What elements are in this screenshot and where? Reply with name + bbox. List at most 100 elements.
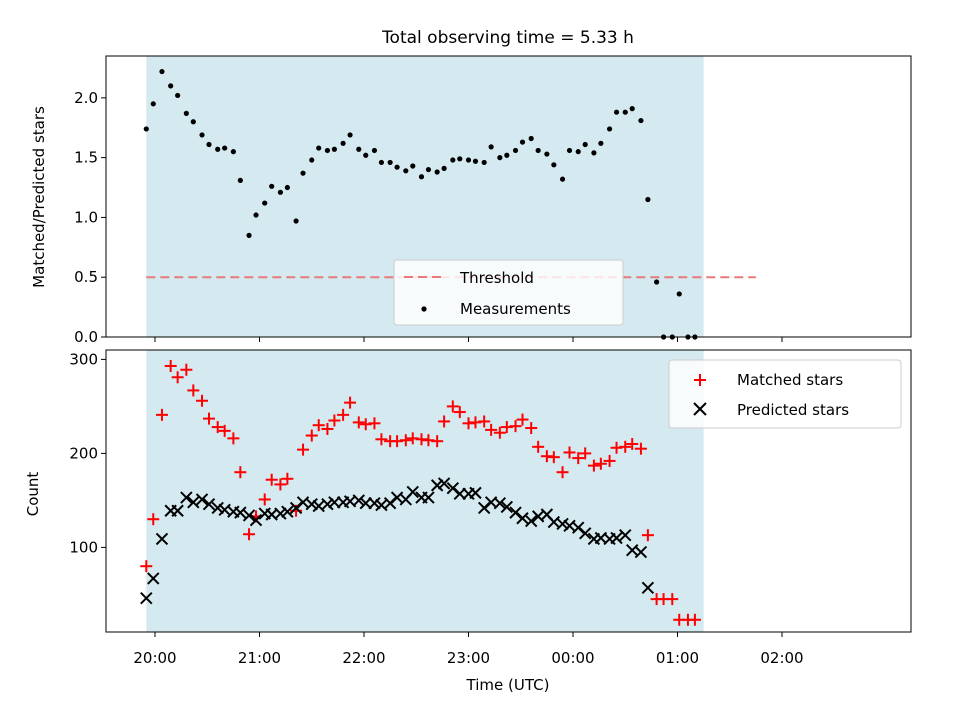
bottom-y-ticks: 100 200 300: [69, 350, 106, 556]
predicted-star-point: [469, 486, 482, 500]
measurement-point: [403, 168, 409, 174]
count-points: [140, 359, 701, 626]
predicted-star-point: [321, 497, 334, 511]
predicted-star-point: [524, 514, 538, 528]
measurement-point: [457, 156, 463, 162]
predicted-star-point: [406, 485, 419, 499]
bottom-observing-window: [146, 350, 704, 632]
predicted-star-point: [493, 497, 507, 510]
measurement-point: [551, 162, 557, 168]
predicted-star-point: [195, 493, 209, 506]
chart-title: Total observing time = 5.33 h: [381, 28, 634, 48]
matched-star-point: [243, 528, 256, 541]
predicted-star-point: [422, 491, 435, 504]
y-tick-label: 2.0: [74, 89, 98, 107]
matched-star-point: [516, 413, 529, 426]
top-legend: Threshold Measurements: [393, 259, 624, 326]
y-tick-label: 1.0: [74, 208, 98, 226]
matched-star-point: [579, 447, 592, 460]
matched-star-point: [328, 414, 341, 427]
top-y-axis-label: Matched/Predicted stars: [30, 106, 48, 288]
matched-star-point: [164, 359, 177, 372]
predicted-star-point: [281, 505, 294, 518]
matched-star-point: [234, 466, 247, 479]
predicted-star-point: [180, 491, 193, 504]
predicted-star-point: [437, 477, 451, 490]
measurement-point: [441, 165, 447, 171]
predicted-star-point: [516, 512, 529, 525]
matched-star-point: [493, 426, 506, 439]
predicted-star-point: [187, 496, 200, 509]
matched-star-point: [312, 419, 325, 432]
measurement-point: [598, 140, 604, 146]
matched-star-point: [399, 434, 412, 447]
measurement-point: [676, 291, 682, 297]
y-tick-label: 300: [69, 350, 98, 368]
measurement-point: [277, 189, 283, 195]
y-tick-label: 200: [69, 444, 98, 462]
measurement-point: [425, 166, 432, 173]
measurement-point: [387, 159, 393, 166]
measurement-points: [143, 68, 698, 340]
measurement-point: [559, 176, 566, 182]
x-axis-label: Time (UTC): [466, 676, 550, 694]
measurement-point: [591, 150, 597, 156]
top-y-ticks: 0.0 0.5 1.0 1.5 2.0: [74, 89, 106, 346]
measurement-point: [246, 232, 252, 238]
matched-star-point: [688, 613, 701, 626]
measurement-point: [450, 157, 456, 163]
predicted-star-point: [234, 506, 247, 519]
top-legend-box: [393, 259, 624, 326]
matched-star-point: [352, 416, 365, 429]
x-tick-label: 01:00: [656, 649, 699, 667]
measurement-point: [183, 110, 189, 116]
measurement-point: [190, 119, 196, 125]
matched-star-point: [666, 593, 679, 606]
matched-star-point: [196, 394, 209, 407]
top-panel: 0.00.51.01.52.0 Matched/Predicted stars …: [30, 55, 912, 346]
matched-star-point: [155, 408, 168, 421]
bottom-x-ticks: 20:00 21:00 22:00 23:00 00:00 01:00 02:00: [133, 632, 804, 667]
x-tick-label: 20:00: [133, 649, 176, 667]
bottom-legend-box: [668, 359, 902, 429]
measurement-point: [143, 126, 149, 132]
measurement-point: [159, 68, 165, 75]
predicted-star-point: [368, 497, 381, 510]
matched-star-point: [509, 420, 522, 433]
x-tick-label: 21:00: [238, 649, 281, 667]
matched-star-point: [344, 396, 357, 409]
measurement-point: [316, 145, 322, 151]
predicted-star-point: [249, 513, 263, 527]
predicted-star-point: [274, 507, 287, 520]
legend-measurements-label: Measurements: [460, 300, 571, 318]
measurement-point: [253, 212, 259, 218]
matched-star-point: [211, 421, 224, 434]
matched-star-point: [297, 443, 310, 456]
y-tick-label: 0.0: [74, 328, 98, 346]
measurement-point: [582, 141, 588, 148]
matched-star-point: [305, 429, 318, 442]
predicted-star-point: [155, 532, 169, 546]
legend-measurements-swatch: [421, 306, 427, 312]
measurement-point: [371, 147, 378, 154]
measurement-point: [356, 146, 362, 152]
measurement-point: [237, 177, 243, 183]
measurement-point: [418, 174, 425, 180]
matched-star-point: [431, 435, 444, 448]
matched-star-point: [258, 493, 271, 506]
matched-star-point: [180, 363, 193, 376]
predicted-star-point: [430, 479, 444, 492]
predicted-star-point: [641, 581, 655, 595]
measurement-point: [613, 109, 620, 115]
x-tick-label: 02:00: [760, 649, 803, 667]
predicted-star-point: [352, 494, 365, 507]
y-tick-label: 1.5: [74, 149, 98, 167]
measurement-point: [544, 151, 550, 157]
matched-star-point: [563, 446, 576, 459]
predicted-star-point: [147, 572, 160, 585]
matched-star-point: [218, 424, 231, 437]
matched-star-point: [619, 440, 632, 453]
measurement-point: [504, 152, 510, 158]
bottom-axes-frame: [105, 349, 912, 633]
legend-matched-label: Matched stars: [737, 371, 843, 389]
